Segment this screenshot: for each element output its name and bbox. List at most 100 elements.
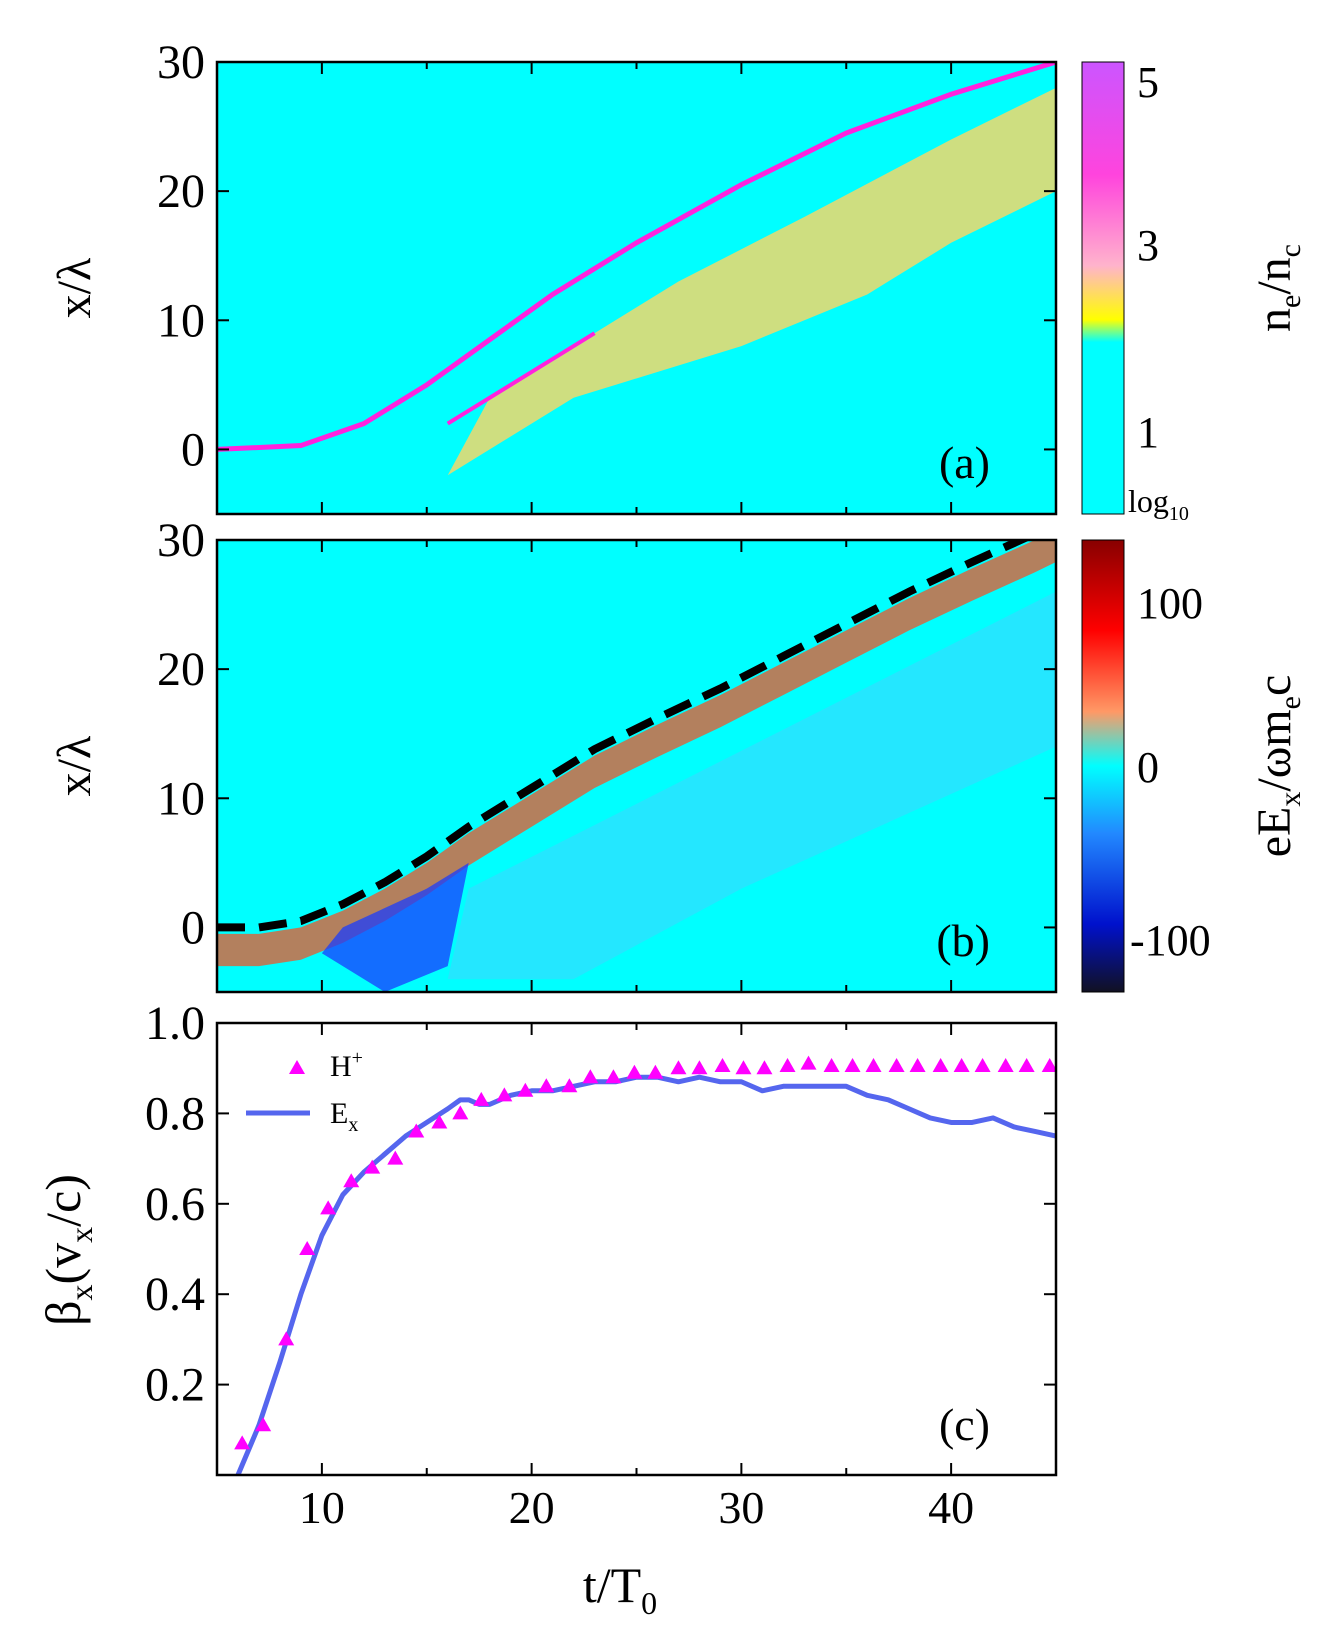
legend-h-plus-marker [289,1060,305,1074]
h-plus-point [865,1057,882,1072]
colorbar-a-scale-main: log [1128,483,1169,519]
h-plus-point [364,1159,381,1174]
colorbar-b-tick-100: 100 [1137,579,1203,628]
h-plus-point [997,1057,1014,1072]
colorbar-a-tick-5: 5 [1137,58,1159,107]
density-main-stripe [217,62,1056,452]
series-ex-line [235,1074,1056,1475]
y-tick-label: 1.0 [145,997,205,1050]
y-tick-label: 0.2 [145,1359,205,1412]
x-tick-label: 40 [928,1482,974,1533]
y-tick-label: 20 [157,165,205,218]
h-plus-point [473,1091,490,1106]
colorbar-b-tick-0: 0 [1137,743,1159,792]
h-plus-point [800,1055,817,1070]
colorbar-a-scale-note: log10 [1128,483,1189,525]
panel-b-label: (b) [936,915,990,966]
h-plus-point [888,1057,905,1072]
y-tick-label: 0.4 [145,1268,205,1321]
h-plus-point [538,1078,555,1093]
colorbar-b [1081,539,1125,993]
h-plus-point [517,1082,534,1097]
colorbar-a-label-mid: /n [1248,257,1301,294]
colorbar-b-label-end: c [1248,675,1301,696]
panel-c-ticks: 10 20 30 40 0.2 0.4 0.6 0.8 1.0 [145,997,1057,1533]
dashed-front-line [217,540,1031,932]
h-plus-point [756,1060,773,1075]
panel-a-background [217,62,1056,514]
colorbar-a-tick-3: 3 [1137,221,1159,270]
colorbar-b-label-sub1: x [1274,792,1307,807]
h-plus-point [823,1057,840,1072]
y-tick-label: 0 [181,901,205,954]
field-trough [321,862,469,992]
x-tick-label: 20 [509,1482,555,1533]
y-tick-label: 20 [157,643,205,696]
colorbar-a-label: ne/nc [1248,244,1307,332]
h-plus-point [953,1057,970,1072]
panel-a-label: (a) [939,437,990,488]
panel-b-features [217,540,1056,992]
panel-c-ylabel-sub2: x [63,1227,99,1243]
panel-c-xlabel-sub: 0 [641,1585,657,1621]
panel-c-xlabel-main: t/T [583,1557,641,1613]
panel-b-ylabel: x/λ [48,735,101,796]
legend-ex-main: E [330,1097,348,1130]
h-plus-point [714,1057,731,1072]
panel-a-features [217,62,1056,476]
panel-c-ylabel: βx(vx/c) [35,1174,99,1326]
h-plus-point [582,1069,599,1084]
colorbar-b-label: eEx/ωmec [1248,675,1307,858]
h-plus-point [779,1057,796,1072]
y-tick-label: 30 [157,36,205,89]
y-tick-label: 10 [157,294,205,347]
colorbar-a-label-sub2: c [1274,244,1307,257]
legend-ex-sub: x [348,1114,358,1136]
h-plus-point [234,1435,251,1450]
h-plus-point [496,1087,513,1102]
x-tick-label: 10 [299,1482,345,1533]
h-plus-point [299,1241,316,1255]
panel-c-ylabel-close: /c) [35,1174,91,1227]
legend: H+ Ex [246,1047,363,1136]
h-plus-point [605,1069,622,1084]
panel-b-ticks: 0 10 20 30 [157,514,1057,992]
density-patch [447,87,1056,476]
panel-a-ylabel: x/λ [48,257,101,318]
h-plus-point [626,1064,643,1079]
panel-c-ylabel-open: (v [35,1243,91,1285]
panel-c: 10 20 30 40 0.2 0.4 0.6 0.8 1.0 (c) H+ Ex t/T0 β… [35,997,1058,1621]
legend-h-plus-sup: + [352,1047,363,1069]
panel-b: 0 10 20 30 (b) x/λ 100 0 -100 eEx/ωmec [48,514,1307,994]
field-wake [447,591,1056,980]
panel-a-ticks: 0 10 20 30 [157,36,1057,514]
y-tick-label: 0.6 [145,1178,205,1231]
colorbar-a-tick-1: 1 [1137,408,1159,457]
panel-c-features [234,1055,1056,1475]
h-plus-point [431,1114,448,1129]
panel-c-label: (c) [939,1399,990,1450]
h-plus-point [561,1078,578,1093]
h-plus-point [670,1060,687,1075]
y-tick-label: 30 [157,514,205,567]
h-plus-point [647,1064,664,1079]
h-plus-point [735,1060,752,1075]
h-plus-point [452,1105,469,1120]
h-plus-point [278,1331,295,1346]
colorbar-a-label-sub1: e [1274,295,1307,308]
legend-ex-label: Ex [330,1097,358,1136]
colorbar-b-label-main: eE [1248,807,1301,858]
h-plus-point [343,1173,360,1188]
h-plus-point [691,1060,708,1075]
h-plus-point [909,1057,926,1072]
h-plus-point [1041,1057,1056,1072]
h-plus-point [320,1200,337,1215]
h-plus-point [1018,1057,1035,1072]
colorbar-b-tick-minus100: -100 [1130,916,1211,965]
legend-h-plus-main: H [330,1050,352,1083]
x-tick-label: 30 [718,1482,764,1533]
panel-c-ylabel-sub: x [63,1284,99,1300]
panel-c-background [217,1023,1056,1475]
